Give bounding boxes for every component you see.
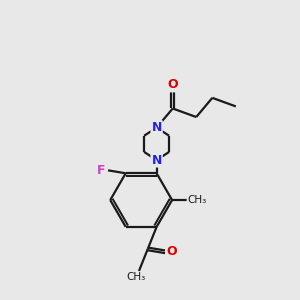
Text: CH₃: CH₃ — [126, 272, 146, 283]
Text: CH₃: CH₃ — [188, 195, 207, 205]
Text: O: O — [167, 78, 178, 92]
Text: F: F — [97, 164, 106, 177]
Text: N: N — [152, 154, 162, 166]
Text: N: N — [152, 121, 162, 134]
Text: O: O — [166, 245, 177, 258]
